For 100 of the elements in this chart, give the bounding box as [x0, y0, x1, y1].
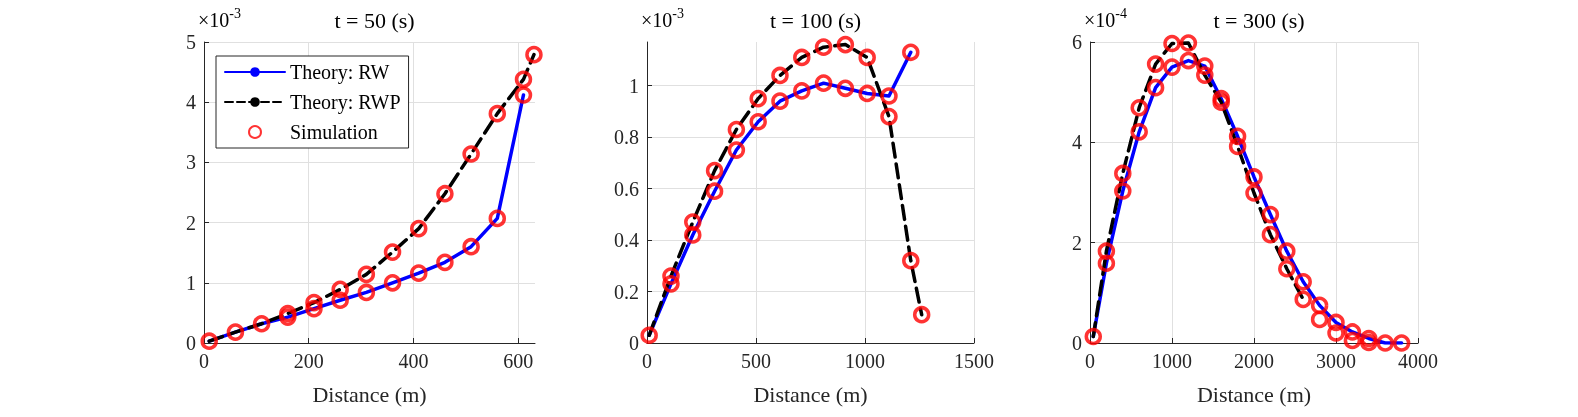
- point: [727, 141, 746, 159]
- x-tick-label: 500: [741, 350, 771, 372]
- point: [749, 113, 767, 131]
- x-axis-title: Distance (m): [753, 381, 868, 407]
- point: [357, 283, 376, 302]
- point: [1179, 34, 1198, 52]
- point: [488, 104, 507, 123]
- point: [858, 84, 876, 103]
- y-tick-label: 0.2: [614, 280, 639, 303]
- point: [662, 267, 680, 285]
- point: [1130, 123, 1148, 141]
- point: [902, 251, 920, 270]
- chart-title: t = 50 (s): [334, 7, 415, 33]
- point: [793, 82, 811, 100]
- chart-title: t = 100 (s): [769, 7, 862, 33]
- point: [814, 38, 833, 56]
- chart-title: t = 300 (s): [1213, 7, 1305, 33]
- point: [1084, 327, 1103, 346]
- y-tick-label: 2: [186, 211, 196, 234]
- point: [836, 79, 855, 98]
- point: [662, 275, 680, 293]
- point: [1114, 182, 1132, 200]
- point: [1278, 260, 1296, 278]
- point: [1146, 78, 1165, 97]
- point: [1196, 57, 1214, 75]
- y-tick-label: 3: [186, 151, 196, 174]
- point: [226, 323, 245, 341]
- point: [383, 243, 402, 261]
- point: [793, 48, 811, 67]
- x-tick-label: 4000: [1398, 350, 1438, 372]
- y-tick-label: 2: [1072, 231, 1082, 254]
- point: [1343, 323, 1362, 341]
- point: [252, 314, 271, 333]
- point: [1294, 273, 1312, 291]
- point: [705, 182, 724, 200]
- point: [410, 219, 428, 238]
- point: [1212, 89, 1230, 108]
- point: [684, 226, 702, 244]
- point: [305, 299, 323, 318]
- point: [858, 48, 876, 67]
- point: [1310, 310, 1329, 329]
- legend-label: Theory: RWP: [290, 91, 401, 114]
- x-tick-label: 2000: [1234, 350, 1274, 372]
- y-tick-label: 0: [629, 332, 639, 354]
- y-tick-label: 0.8: [614, 126, 639, 149]
- point: [331, 291, 349, 309]
- x-axis-title: Distance (m): [1196, 381, 1312, 407]
- point: [514, 86, 533, 104]
- point: [525, 45, 543, 64]
- point: [514, 70, 533, 89]
- point: [1163, 58, 1181, 76]
- point: [1360, 329, 1378, 348]
- point: [1392, 334, 1411, 352]
- point: [410, 264, 428, 282]
- point: [1228, 137, 1247, 156]
- point: [279, 304, 297, 323]
- point: [436, 253, 454, 272]
- y-tick-label: 6: [1072, 31, 1082, 53]
- point: [1114, 164, 1132, 183]
- point: [305, 293, 323, 312]
- x-tick-label: 1500: [954, 350, 994, 372]
- point: [749, 89, 767, 108]
- point: [1376, 334, 1394, 352]
- point: [1294, 290, 1312, 309]
- y-tick-label: 1: [629, 74, 639, 97]
- x-tick-label: 3000: [1316, 350, 1356, 372]
- point: [1097, 242, 1116, 260]
- x-tick-label: 600: [503, 350, 534, 372]
- point: [727, 120, 746, 139]
- x-axis-title: Distance (m): [312, 381, 427, 407]
- legend-label: Simulation: [290, 121, 378, 143]
- point: [705, 161, 724, 180]
- point: [436, 184, 454, 203]
- point: [1228, 127, 1247, 146]
- y-tick-label: 4: [1072, 131, 1082, 154]
- point: [1196, 66, 1214, 84]
- point: [814, 74, 833, 92]
- point: [383, 274, 402, 292]
- point: [1343, 331, 1362, 350]
- point: [1327, 324, 1345, 342]
- point: [880, 87, 898, 105]
- legend-label: Theory: RW: [290, 61, 390, 84]
- point: [462, 237, 480, 256]
- point: [836, 35, 855, 54]
- y-tick-label: 0: [1072, 332, 1082, 354]
- line-series: [207, 52, 536, 343]
- point: [488, 209, 507, 228]
- point: [771, 66, 789, 85]
- point: [1163, 34, 1181, 53]
- point: [1245, 184, 1263, 202]
- line-series: [1091, 41, 1305, 339]
- point: [1130, 98, 1148, 117]
- point: [1245, 168, 1263, 186]
- point: [1261, 205, 1280, 224]
- point: [1278, 242, 1296, 260]
- point: [279, 308, 297, 326]
- point: [331, 280, 349, 299]
- point: [1097, 254, 1116, 272]
- y-tick-label: 0.4: [614, 229, 639, 252]
- point: [902, 43, 920, 62]
